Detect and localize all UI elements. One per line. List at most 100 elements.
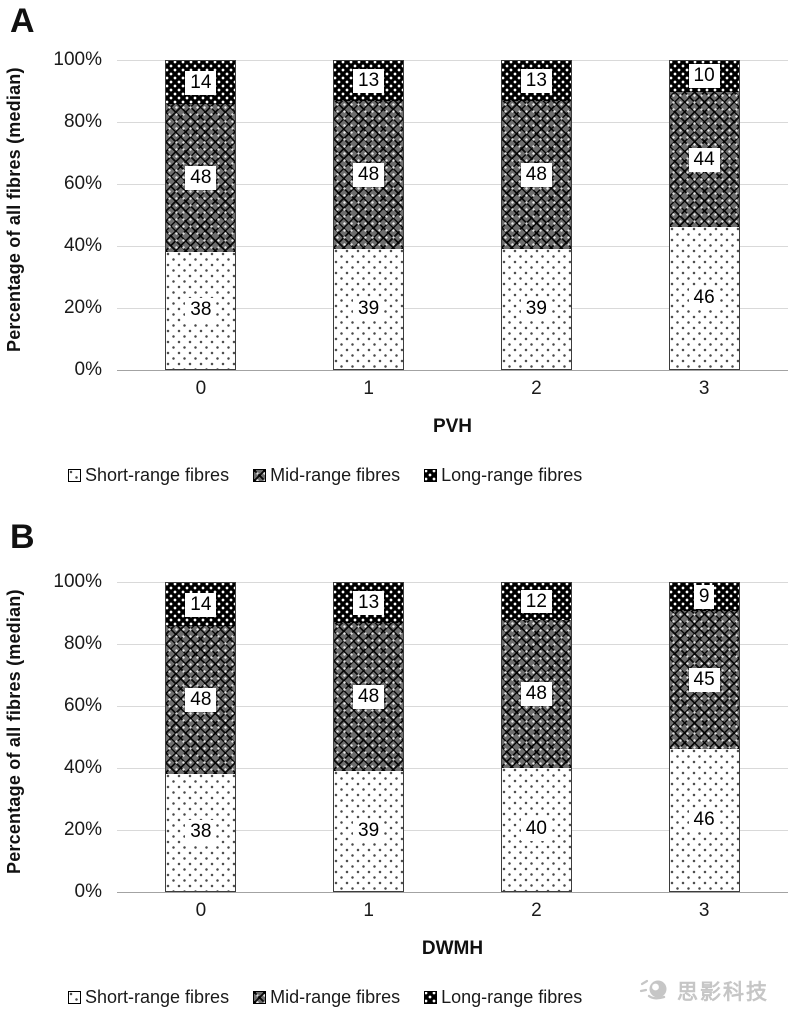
- x-tick-label: 1: [363, 900, 374, 921]
- bar-segment: 10: [669, 61, 739, 92]
- bar-value-label: 48: [185, 688, 217, 712]
- bar-value-label: 13: [353, 69, 385, 93]
- x-tick-label: 2: [531, 900, 542, 921]
- bar-segment: 44: [669, 91, 739, 228]
- bar-slot: 13 48 39: [285, 60, 453, 370]
- bar-segment: 48: [166, 626, 236, 774]
- bar-slot: 10 44 46: [620, 60, 788, 370]
- x-tick-label: 2: [531, 378, 542, 399]
- legend-label: Mid-range fibres: [270, 987, 401, 1007]
- bar-segment: 9: [669, 583, 739, 611]
- bar-segment: 46: [669, 749, 739, 891]
- panel-letter: B: [10, 518, 35, 556]
- bar-segment: 12: [501, 583, 571, 620]
- legend-item: Short-range fibres: [68, 465, 229, 486]
- bars: 14 48 38 13 48 39 12 48 40 9 45 46: [117, 582, 788, 892]
- x-tick-label: 0: [195, 900, 207, 921]
- bar-value-label: 48: [185, 166, 217, 190]
- x-tick-label: 3: [698, 378, 710, 399]
- legend-item: Long-range fibres: [424, 465, 582, 486]
- gridline: [117, 705, 788, 707]
- y-tick-label: 60%: [63, 695, 102, 716]
- bars: 14 48 38 13 48 39 13 48 39 10 44 46: [117, 60, 788, 370]
- gridline: [117, 581, 788, 583]
- legend-swatch-icon: [253, 469, 267, 482]
- bar-segment: 39: [501, 248, 571, 369]
- gridline: [117, 59, 788, 61]
- bar-segment: 14: [166, 61, 236, 105]
- bar-segment: 48: [166, 104, 236, 252]
- chart-panel-b: B Percentage of all fibres (median) 100%…: [0, 512, 792, 1028]
- bar-value-label: 48: [520, 681, 552, 706]
- bar-segment: 40: [501, 767, 571, 891]
- bar-value-label: 48: [353, 684, 385, 709]
- stacked-bar: 12 48 40: [500, 582, 572, 892]
- bar-segment: 13: [334, 583, 404, 624]
- bar-value-label: 9: [693, 584, 715, 609]
- bar-segment: 14: [166, 583, 236, 627]
- gridline: [117, 307, 788, 309]
- y-tick-label: 80%: [63, 111, 102, 132]
- y-tick-label: 40%: [63, 757, 102, 778]
- gridline: [117, 891, 788, 893]
- legend-item: Short-range fibres: [68, 987, 229, 1008]
- bar-slot: 14 48 38: [117, 60, 285, 370]
- y-tick-label: 100%: [53, 49, 102, 70]
- legend-label: Long-range fibres: [441, 465, 583, 485]
- bar-slot: 13 48 39: [285, 582, 453, 892]
- x-tick-label: 0: [195, 378, 207, 399]
- gridline: [117, 829, 788, 831]
- bar-slot: 14 48 38: [117, 582, 285, 892]
- gridline: [117, 643, 788, 645]
- bar-value-label: 13: [353, 591, 385, 615]
- bar-slot: 12 48 40: [453, 582, 621, 892]
- legend-swatch-icon: [424, 469, 438, 482]
- x-axis-title: PVH: [432, 416, 473, 437]
- legend-swatch-icon: [424, 991, 438, 1004]
- bar-slot: 9 45 46: [620, 582, 788, 892]
- bar-value-label: 48: [520, 162, 552, 187]
- bar-value-label: 38: [185, 820, 217, 845]
- x-tick-label: 3: [698, 900, 710, 921]
- bar-segment: 45: [669, 610, 739, 750]
- legend-swatch-icon: [68, 469, 81, 482]
- legend-swatch-icon: [253, 991, 267, 1004]
- stacked-bar: 9 45 46: [668, 582, 740, 892]
- legend: Short-range fibres Mid-range fibres Long-r…: [68, 465, 582, 486]
- x-tick-label: 1: [363, 378, 374, 399]
- bar-segment: 13: [501, 61, 571, 102]
- stacked-bar: 13 48 39: [333, 60, 405, 370]
- panel-letter: A: [10, 2, 35, 40]
- y-axis-title: Percentage of all fibres (median): [4, 67, 24, 353]
- bar-value-label: 12: [520, 589, 552, 614]
- stacked-bar: 10 44 46: [668, 60, 740, 370]
- bar-value-label: 39: [353, 818, 385, 843]
- legend-item: Mid-range fibres: [253, 465, 400, 486]
- bar-segment: 48: [334, 623, 404, 771]
- bar-value-label: 45: [688, 668, 720, 692]
- plot-area: 100% 80% 60% 40% 20% 0% 14 48 38 13 48 39 13 48 39 10 4…: [53, 49, 788, 485]
- bar-value-label: 13: [520, 69, 552, 93]
- bar-value-label: 39: [353, 296, 385, 321]
- x-axis-title: DWMH: [421, 938, 484, 959]
- bar-value-label: 44: [688, 147, 720, 172]
- bar-value-label: 46: [688, 808, 720, 833]
- y-tick-label: 80%: [63, 633, 102, 654]
- bar-value-label: 48: [353, 162, 385, 187]
- y-tick-label: 40%: [63, 235, 102, 256]
- bar-segment: 39: [334, 770, 404, 891]
- legend-label: Short-range fibres: [85, 465, 230, 485]
- y-tick-label: 0%: [74, 881, 102, 902]
- stacked-bar: 14 48 38: [165, 60, 237, 370]
- bar-value-label: 39: [520, 296, 552, 321]
- legend-swatch-icon: [68, 991, 81, 1004]
- legend-label: Mid-range fibres: [270, 465, 401, 485]
- legend-label: Long-range fibres: [441, 987, 583, 1007]
- bar-segment: 39: [334, 248, 404, 369]
- gridline: [117, 121, 788, 123]
- x-tick-labels: 0 1 2 3: [117, 378, 788, 400]
- legend-item: Mid-range fibres: [253, 987, 400, 1008]
- legend: Short-range fibres Mid-range fibres Long-r…: [68, 987, 582, 1008]
- bar-segment: 46: [669, 227, 739, 369]
- y-tick-label: 20%: [63, 819, 102, 840]
